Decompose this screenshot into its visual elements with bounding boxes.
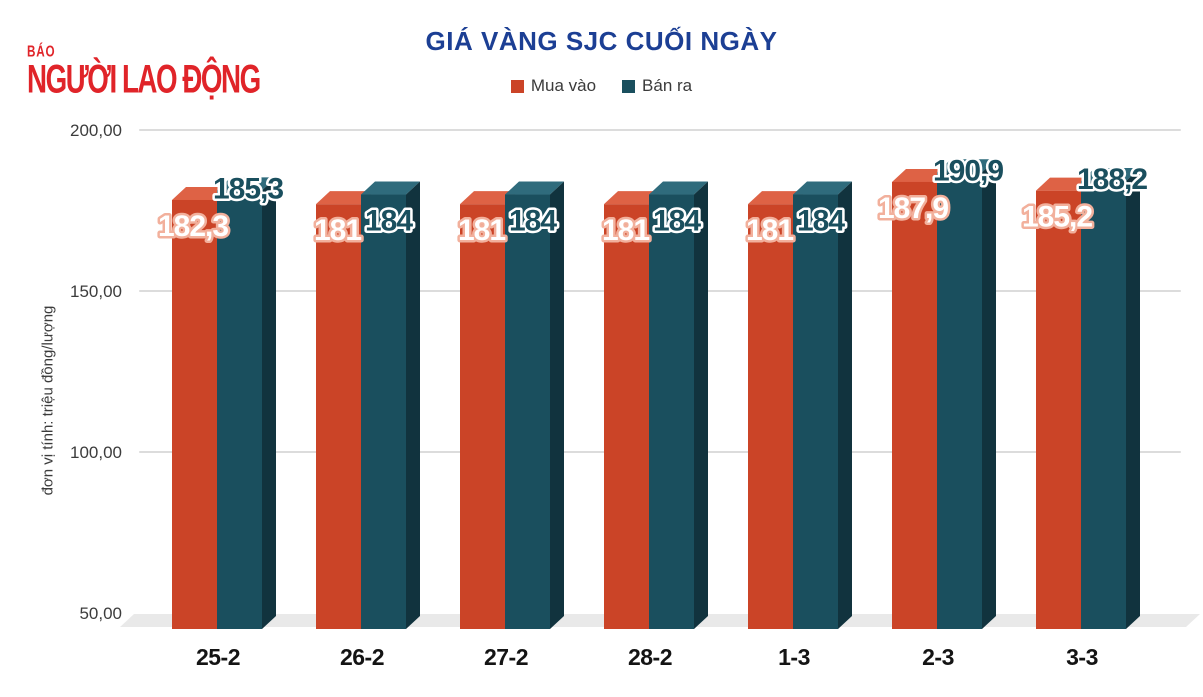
y-tick-label: 200,00 [70, 121, 122, 140]
x-tick-label: 28-2 [628, 644, 672, 670]
sell-series-swatch [622, 79, 636, 93]
sell-bar [937, 172, 982, 629]
buy-value-label: 181 [458, 214, 505, 247]
sell-value-label: 188,2 [1077, 163, 1147, 196]
buy-bar [172, 199, 217, 629]
sell-value-label: 184 [653, 205, 701, 238]
sell-bar-side [406, 181, 420, 629]
sell-bar-top [361, 181, 420, 195]
sell-bar-top [1081, 167, 1140, 181]
sell-bar [649, 194, 694, 629]
sell-bar-top [937, 159, 996, 173]
buy-bar-top [892, 168, 951, 182]
buy-value-label: 185,2 [1022, 201, 1092, 234]
buy-value-label: 187,9 [878, 192, 948, 225]
buy-value-label: 181 [314, 214, 361, 247]
buy-bar [1036, 190, 1081, 629]
buy-bar [316, 204, 361, 629]
sell-bar [505, 194, 550, 629]
buy-bar-top [748, 191, 807, 205]
buy-bar [604, 204, 649, 629]
legend-label-buy: Mua vào [530, 76, 597, 95]
buy-value-label: 182,3 [158, 210, 228, 243]
x-tick-label: 25-2 [196, 644, 240, 670]
sell-bar-top [505, 181, 564, 195]
buy-bar [460, 204, 505, 629]
sell-bar [361, 194, 406, 629]
buy-bar [748, 204, 793, 629]
buy-bar [892, 181, 937, 629]
buy-bar-top [316, 191, 375, 205]
sell-bar-side [1126, 167, 1140, 629]
sell-value-label: 184 [365, 205, 413, 238]
y-tick-label: 150,00 [70, 282, 122, 301]
x-tick-label: 27-2 [484, 644, 528, 670]
sell-value-label: 184 [797, 205, 845, 238]
sell-bar-top [217, 177, 276, 191]
x-tick-label: 26-2 [340, 644, 384, 670]
x-tick-label: 2-3 [922, 644, 954, 670]
legend-label-sell: Bán ra [642, 76, 693, 95]
x-tick-label: 3-3 [1066, 644, 1098, 670]
sell-bar-top [649, 181, 708, 195]
sell-value-label: 184 [509, 205, 557, 238]
sell-bar [1081, 180, 1126, 629]
sell-bar-top [793, 181, 852, 195]
buy-series-swatch [510, 79, 524, 93]
chart-title: GIÁ VÀNG SJC CUỐI NGÀY [425, 26, 778, 56]
nld-logo-main-text: NGƯỜI LAO ĐỘNG [27, 57, 261, 102]
sell-value-label: 190,9 [933, 154, 1003, 187]
y-tick-label: 100,00 [70, 443, 122, 462]
buy-bar-top [460, 191, 519, 205]
buy-bar-top [172, 186, 231, 200]
chart-legend: Mua vào Bán ra [0, 76, 1203, 96]
nld-logo-bao-text: BÁO [27, 42, 56, 61]
buy-bar-top [1036, 177, 1095, 191]
sell-bar-side [262, 177, 276, 630]
sell-bar-side [550, 181, 564, 629]
buy-value-label: 181 [602, 214, 649, 247]
sell-bar-side [694, 181, 708, 629]
sell-bar-side [982, 159, 996, 629]
sell-bar-side [838, 181, 852, 629]
legend-item-ban-ra: Bán ra [622, 76, 692, 96]
nld-logo: BÁO NGƯỜI LAO ĐỘNG [27, 42, 346, 102]
sell-bar [217, 190, 262, 630]
y-tick-label: 50,00 [79, 604, 122, 623]
buy-bar-top [604, 191, 663, 205]
legend-item-mua-vao: Mua vào [510, 76, 597, 96]
sell-bar [793, 194, 838, 629]
buy-value-label: 181 [746, 214, 793, 247]
sell-value-label: 185,3 [213, 172, 283, 205]
x-tick-label: 1-3 [778, 644, 810, 670]
